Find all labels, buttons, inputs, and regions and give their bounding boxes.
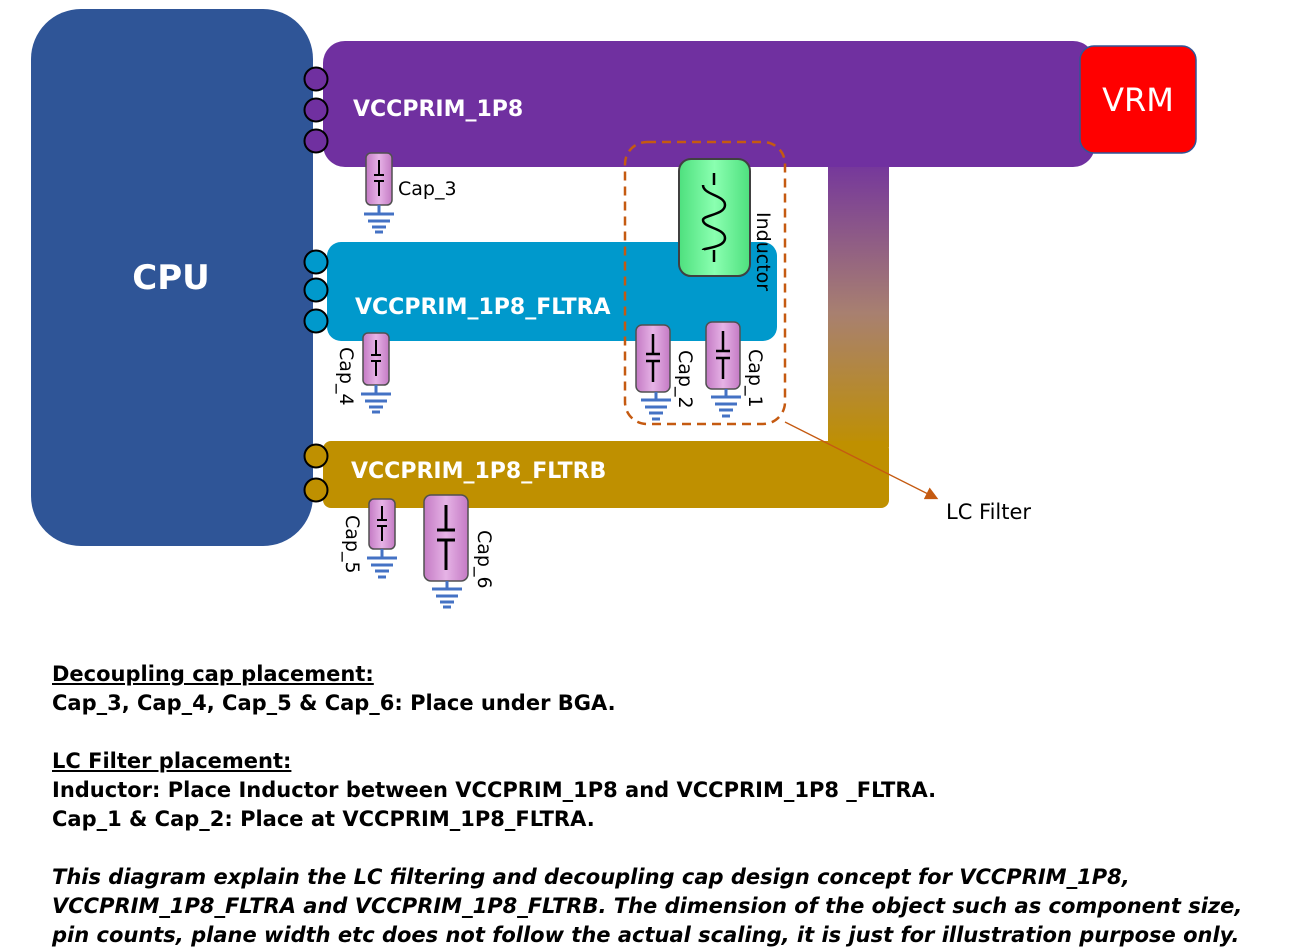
capacitor-icon	[371, 340, 381, 376]
capacitor-icon	[374, 160, 384, 196]
capacitor-icon	[716, 331, 730, 379]
decoupling-heading: Decoupling cap placement:	[52, 662, 374, 686]
lc-filter-arrow	[784, 421, 939, 500]
cap-2-label: Cap_2	[674, 350, 696, 409]
cap-1-label: Cap_1	[744, 349, 766, 408]
cap-6: Cap_6	[423, 494, 495, 609]
cpu-block: CPU	[31, 9, 313, 546]
inductor-coil-icon	[701, 173, 727, 262]
cap-2: Cap_2	[635, 324, 696, 421]
cap-3-label: Cap_3	[398, 178, 457, 200]
disclaimer-text: This diagram explain the LC filtering an…	[52, 865, 1243, 947]
cap-3: Cap_3	[364, 152, 457, 234]
pin-fltra-3	[303, 308, 329, 334]
pin-fltra-2	[303, 277, 329, 303]
lc-caps-text: Cap_1 & Cap_2: Place at VCCPRIM_1P8_FLTR…	[52, 807, 595, 831]
vrm-label: VRM	[1102, 81, 1174, 119]
ground-icon	[432, 581, 462, 609]
rail-vccprim-1p8-label: VCCPRIM_1P8	[353, 97, 523, 122]
vrm-block: VRM	[1079, 45, 1197, 154]
pin-main-1	[303, 66, 329, 92]
capacitor-icon	[437, 505, 455, 570]
decoupling-text: Cap_3, Cap_4, Cap_5 & Cap_6: Place under…	[52, 691, 616, 715]
pin-fltrb-1	[303, 443, 329, 469]
pin-fltrb-2	[303, 477, 329, 503]
cpu-label: CPU	[132, 258, 209, 298]
pin-main-2	[303, 97, 329, 123]
pin-main-3	[303, 128, 329, 154]
rail-vccprim-1p8-fltrb: VCCPRIM_1P8_FLTRB	[323, 441, 889, 508]
cap-1: Cap_1	[705, 321, 766, 418]
ground-icon	[361, 385, 391, 414]
lc-filter-outline	[623, 140, 787, 426]
ground-icon	[711, 389, 741, 418]
ground-icon	[641, 392, 671, 421]
cap-6-label: Cap_6	[473, 530, 495, 589]
pin-fltra-1	[303, 249, 329, 275]
lc-filter-label: LC Filter	[946, 500, 1031, 524]
lc-inductor-text: Inductor: Place Inductor between VCCPRIM…	[52, 778, 937, 802]
ground-icon	[364, 205, 394, 234]
notes-section: Decoupling cap placement: Cap_3, Cap_4, …	[52, 660, 1272, 950]
lc-filter-heading: LC Filter placement:	[52, 749, 292, 773]
ground-icon	[367, 549, 397, 579]
inductor: Inductor	[678, 158, 774, 291]
power-rail-diagram: CPU VCCPRIM_1P8 VRM VCCPRIM_1P8_FLTRA VC…	[31, 9, 1197, 609]
cap-5-label: Cap_5	[341, 515, 363, 574]
rail-fltrb-label: VCCPRIM_1P8_FLTRB	[351, 459, 606, 484]
cap-4-label: Cap_4	[335, 347, 357, 406]
rail-fltra-label: VCCPRIM_1P8_FLTRA	[355, 295, 611, 320]
cap-4: Cap_4	[335, 332, 391, 414]
capacitor-icon	[377, 506, 387, 541]
cap-5: Cap_5	[341, 498, 397, 579]
capacitor-icon	[646, 334, 660, 382]
rail-trunk	[828, 150, 889, 447]
rail-vccprim-1p8-fltra: VCCPRIM_1P8_FLTRA	[327, 242, 777, 341]
rail-vccprim-1p8: VCCPRIM_1P8	[323, 41, 1095, 167]
cpu-pins	[303, 66, 329, 503]
inductor-label: Inductor	[752, 212, 774, 291]
